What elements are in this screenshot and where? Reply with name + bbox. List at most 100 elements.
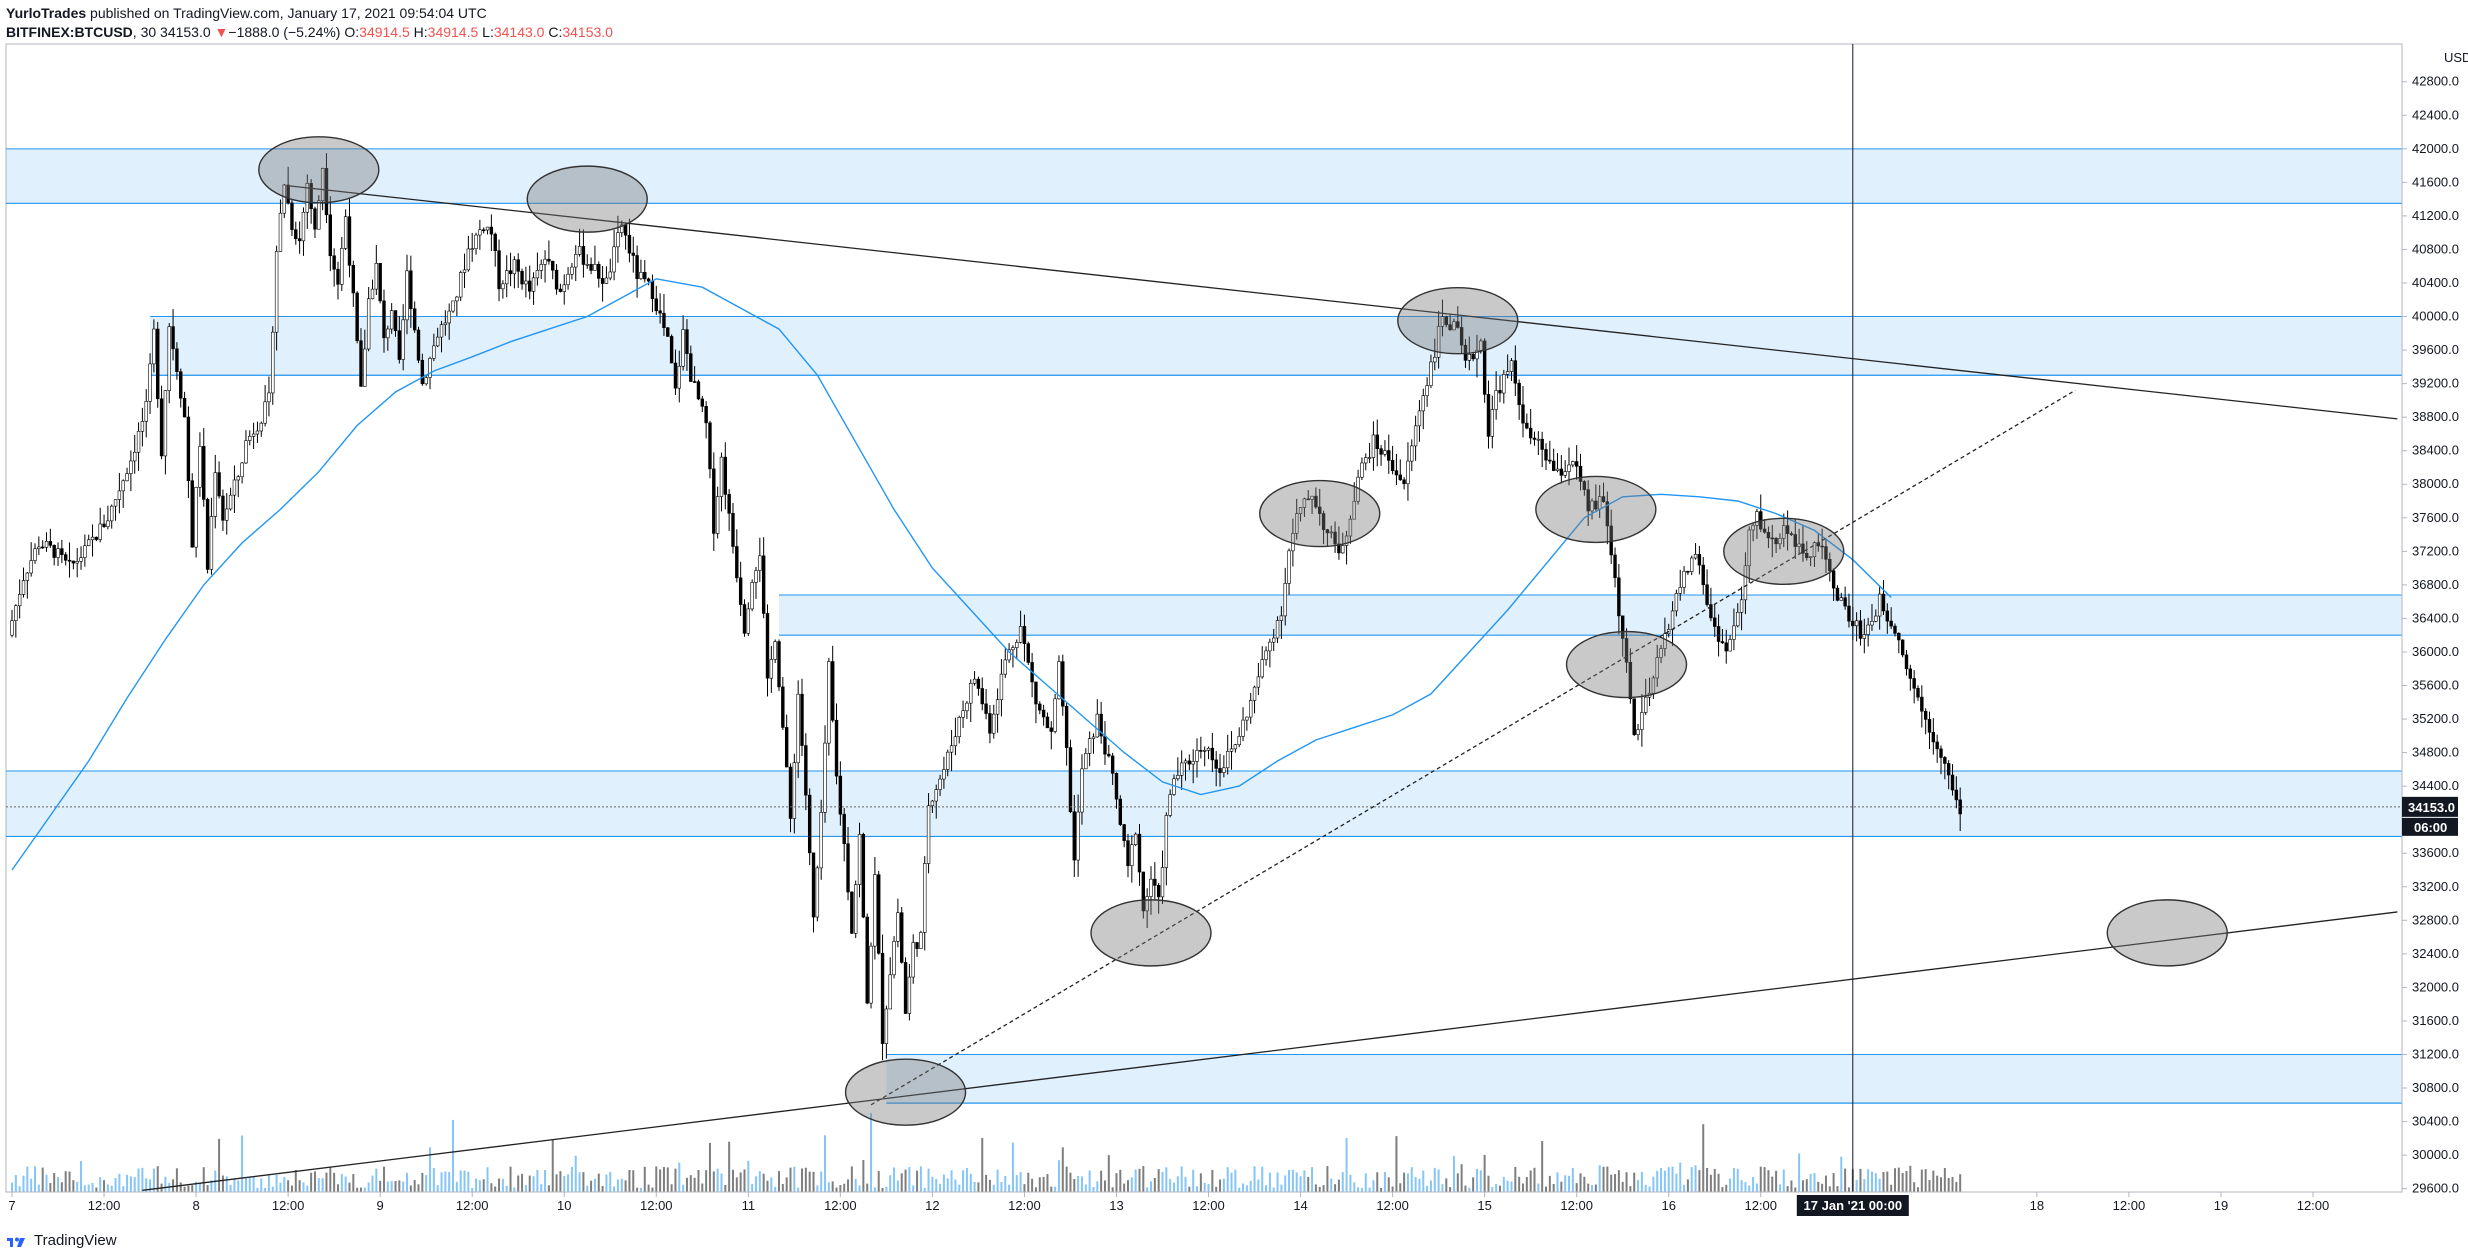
- footer-brand[interactable]: TradingView: [34, 1232, 117, 1249]
- volume-bar: [942, 1174, 945, 1192]
- candle-body: [689, 353, 693, 382]
- volume-bar: [1920, 1169, 1923, 1192]
- candle-body: [1417, 410, 1422, 427]
- candle-body: [892, 941, 896, 976]
- highlight-ellipse-8: [1723, 517, 1845, 586]
- footer: TradingView: [6, 1232, 117, 1249]
- candle-body: [1199, 750, 1203, 752]
- volume-bar: [1123, 1183, 1126, 1192]
- highlight-ellipse-3: [1090, 899, 1212, 967]
- symbol-name[interactable]: BITFINEX:BTCUSD: [6, 24, 133, 40]
- candle-body: [1003, 659, 1007, 675]
- volume-bar: [221, 1175, 224, 1192]
- candle-body: [121, 480, 125, 492]
- candle-body: [1237, 736, 1241, 746]
- candle-body: [478, 229, 482, 236]
- candle-body: [1306, 498, 1310, 501]
- volume-bar: [80, 1160, 83, 1192]
- candle-body: [1459, 327, 1464, 346]
- volume-bar: [586, 1185, 589, 1192]
- volume-bar: [808, 1171, 811, 1192]
- volume-bar: [1103, 1180, 1106, 1192]
- y-tick-label: 34800.0: [2412, 745, 2459, 760]
- candle-body: [566, 273, 570, 286]
- author-name[interactable]: YurloTrades: [6, 5, 87, 21]
- tradingview-logo-icon[interactable]: [6, 1234, 28, 1248]
- volume-bar: [1778, 1184, 1781, 1192]
- candle-body: [297, 238, 302, 242]
- highlight-ellipse-1: [526, 165, 648, 233]
- volume-bar: [333, 1172, 336, 1192]
- candle-body: [1739, 599, 1744, 613]
- candle-body: [25, 572, 30, 581]
- candle-body: [1785, 525, 1790, 534]
- candle-body: [1724, 642, 1728, 652]
- candle-body: [1824, 546, 1828, 560]
- candle-body: [221, 495, 225, 521]
- candle-body: [232, 479, 237, 496]
- candle-body: [884, 1008, 889, 1044]
- candle-body: [842, 813, 846, 844]
- y-tick-label: 30000.0: [2412, 1147, 2459, 1162]
- candle-body: [79, 557, 83, 562]
- trendline-2: [870, 389, 2076, 1106]
- candle-body: [585, 263, 589, 266]
- candle-body: [846, 843, 850, 893]
- candle-body: [1927, 719, 1932, 733]
- volume-bar: [1529, 1170, 1532, 1192]
- candle-body: [1563, 471, 1567, 476]
- crosshair-layer: [6, 44, 2402, 1192]
- volume-bar: [367, 1182, 370, 1192]
- candle-body: [309, 183, 313, 210]
- time-axis[interactable]: 7 12:00 8 12:00 9 12:00 10 12:00 11 12:00 12 12:00 1…: [6, 1191, 2402, 1213]
- candle-body: [1045, 716, 1050, 729]
- zone-3: [6, 771, 2402, 837]
- candle-body: [685, 329, 689, 355]
- candle-body: [907, 976, 912, 1014]
- volume-bar: [463, 1170, 466, 1192]
- volume-bar: [1759, 1166, 1762, 1192]
- close-label: C:: [548, 24, 563, 40]
- candle-body: [1617, 577, 1621, 617]
- volume-bar: [1863, 1179, 1866, 1192]
- volume-bar: [72, 1180, 75, 1192]
- volume-bar: [91, 1182, 94, 1192]
- x-tick-label: 7: [8, 1198, 15, 1213]
- y-tick-label: 32000.0: [2412, 979, 2459, 994]
- volume-bar: [352, 1174, 355, 1192]
- candle-body: [543, 258, 547, 265]
- volume-bar: [1713, 1168, 1716, 1192]
- candle-body: [1348, 518, 1353, 537]
- volume-bar: [340, 1174, 343, 1192]
- price-axis[interactable]: USD 42800.0 42400.0 42000.0 41600.0 41200.0 4…: [2401, 44, 2468, 1196]
- candle-body: [1283, 583, 1287, 617]
- candle-body: [351, 265, 356, 294]
- volume-bar: [1821, 1183, 1824, 1192]
- candle-body: [1337, 543, 1341, 554]
- volume-bar: [521, 1173, 524, 1192]
- volume-bar: [927, 1168, 930, 1192]
- candle-body: [1670, 610, 1675, 630]
- volume-bar: [1169, 1179, 1172, 1192]
- volume-bar: [172, 1179, 175, 1192]
- volume-bar: [820, 1171, 823, 1192]
- candle-body: [1183, 760, 1188, 764]
- candle-body: [516, 259, 520, 272]
- volume-bar: [179, 1182, 182, 1192]
- candle-body: [1793, 534, 1797, 547]
- candle-body: [286, 184, 290, 204]
- volume-bar: [1514, 1166, 1517, 1192]
- volume-bar: [1119, 1169, 1122, 1192]
- candle-body: [1831, 570, 1836, 589]
- volume-bar: [1637, 1179, 1640, 1192]
- y-tick-label: 42800.0: [2412, 74, 2459, 89]
- candle-body: [313, 208, 317, 230]
- candle-body: [1479, 340, 1483, 351]
- candle-body: [451, 300, 455, 312]
- candle-body: [1360, 462, 1364, 478]
- volume-bar: [275, 1174, 278, 1192]
- volume-bar: [1429, 1180, 1432, 1192]
- candle-body: [1153, 878, 1157, 886]
- volume-bar: [1410, 1167, 1413, 1192]
